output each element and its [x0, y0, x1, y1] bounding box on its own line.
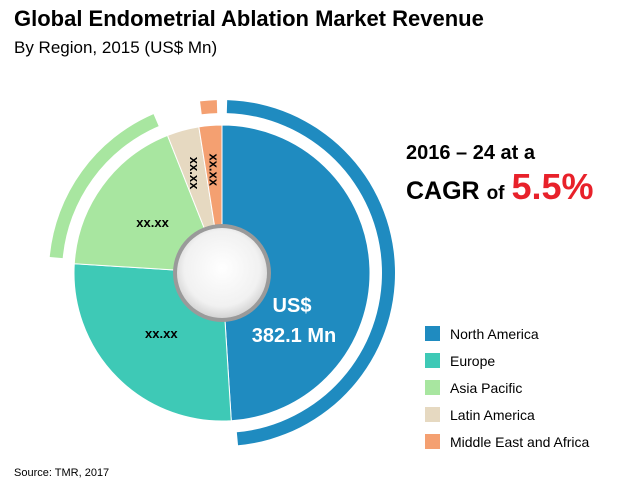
- cagr-of: of: [486, 183, 505, 204]
- cagr-prefix: CAGR: [406, 177, 480, 205]
- slice-label-asia-pacific: xx.xx: [136, 215, 169, 230]
- slice-label-middle-east-and-africa: xx.xx: [206, 153, 221, 186]
- legend-item-north-america: North America: [425, 320, 589, 347]
- legend-swatch: [425, 434, 440, 449]
- slice-north-america: [221, 124, 371, 422]
- center-hole: [177, 228, 267, 318]
- legend-swatch: [425, 326, 440, 341]
- legend-label: Europe: [450, 352, 496, 369]
- legend-label: Latin America: [450, 406, 535, 423]
- legend-item-europe: Europe: [425, 347, 589, 374]
- chart-title: Global Endometrial Ablation Market Reven…: [14, 6, 484, 31]
- cagr-rate: 5.5%: [511, 166, 594, 207]
- chart-legend: North America Europe Asia Pacific Latin Ame…: [425, 320, 589, 455]
- chart-subtitle: By Region, 2015 (US$ Mn): [14, 38, 218, 57]
- slice-label-latin-america: xx.xx: [187, 157, 202, 190]
- legend-swatch: [425, 407, 440, 422]
- legend-item-asia-pacific: Asia Pacific: [425, 374, 589, 401]
- source-note: Source: TMR, 2017: [14, 467, 110, 479]
- cagr-period: 2016 – 24 at a: [406, 142, 535, 164]
- outer-arc-middle-east-and-africa: [200, 100, 218, 115]
- legend-label: Middle East and Africa: [450, 433, 590, 450]
- legend-item-latin-america: Latin America: [425, 401, 589, 428]
- center-label-currency: US$: [273, 295, 312, 317]
- legend-label: Asia Pacific: [450, 379, 523, 396]
- slice-label-europe: xx.xx: [145, 326, 178, 341]
- cagr-statement: CAGR of 5.5%: [406, 166, 594, 208]
- legend-item-middle-east-and-africa: Middle East and Africa: [425, 428, 589, 455]
- legend-swatch: [425, 353, 440, 368]
- outer-arc-asia-pacific: [49, 114, 159, 259]
- legend-label: North America: [450, 325, 539, 342]
- center-label-value: 382.1 Mn: [252, 325, 336, 347]
- slice-asia-pacific: [73, 134, 223, 274]
- legend-swatch: [425, 380, 440, 395]
